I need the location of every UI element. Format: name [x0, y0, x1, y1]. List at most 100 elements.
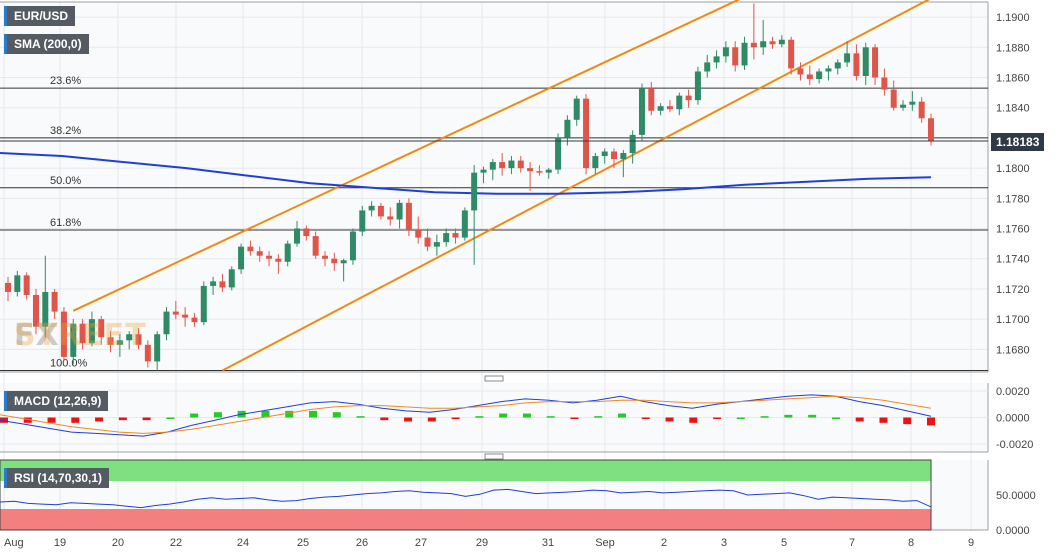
candle — [881, 68, 888, 96]
macd-histogram-bar — [522, 413, 531, 418]
candle — [5, 276, 11, 302]
candle-body — [844, 53, 851, 63]
candle-body — [107, 337, 114, 345]
macd-tag: MACD (12,26,9) — [4, 391, 109, 411]
macd-histogram-bar — [95, 417, 104, 422]
macd-histogram-bar — [261, 410, 270, 418]
macd-histogram-bar — [736, 417, 745, 419]
candle — [210, 276, 217, 295]
candle-body — [284, 243, 291, 262]
rsi-y-tick-label: 50.0000 — [996, 490, 1036, 502]
candle — [676, 92, 683, 116]
candle-body — [256, 251, 263, 256]
macd-histogram-bar — [380, 417, 389, 421]
candle-body — [163, 311, 170, 335]
candle-body — [806, 74, 813, 80]
candle-body — [536, 171, 543, 173]
candle — [489, 159, 496, 181]
candle — [238, 243, 245, 274]
candle — [928, 113, 934, 146]
candle — [694, 66, 701, 105]
x-tick-label: 9 — [968, 537, 974, 549]
candle-body — [396, 202, 403, 220]
candle-body — [461, 210, 468, 238]
panel-splitter-handle — [484, 375, 504, 382]
candle — [331, 252, 338, 271]
candle — [415, 216, 422, 244]
candle — [32, 288, 39, 335]
x-tick-label: 19 — [54, 537, 66, 549]
candle — [452, 228, 459, 244]
candle — [545, 168, 552, 179]
candle — [377, 202, 384, 220]
candle-body — [881, 77, 888, 90]
fibonacci-level-label: 50.0% — [50, 175, 81, 187]
candle — [629, 130, 636, 164]
candle — [527, 162, 534, 191]
candle — [825, 65, 832, 81]
rsi-line — [0, 488, 932, 509]
candle-body — [126, 334, 133, 341]
candle-body — [722, 47, 729, 57]
candle — [247, 240, 254, 256]
macd-histogram-bar — [404, 417, 413, 422]
candle — [172, 301, 179, 320]
candle — [638, 83, 645, 141]
y-tick-label: 1.1720 — [996, 284, 1030, 296]
y-tick-label: 1.1680 — [996, 344, 1030, 356]
candle — [592, 153, 599, 175]
candle — [256, 246, 263, 262]
candle — [666, 100, 673, 113]
candle-body — [247, 246, 254, 252]
candle — [284, 240, 291, 267]
candle — [79, 319, 86, 350]
candle-body — [471, 172, 478, 211]
x-tick-label: 3 — [721, 537, 727, 549]
candle-body — [545, 169, 552, 173]
candle — [536, 165, 543, 176]
y-tick-label: 1.1700 — [996, 314, 1030, 326]
candle-body — [853, 53, 860, 76]
y-tick-label: 1.1740 — [996, 254, 1030, 266]
candle — [611, 148, 618, 169]
x-tick-label: 31 — [542, 537, 554, 549]
candle — [872, 44, 879, 86]
candle-body — [918, 101, 925, 119]
candle — [107, 331, 114, 353]
candle-body — [228, 269, 235, 288]
fibonacci-level-label: 61.8% — [50, 217, 81, 229]
candle-body — [415, 230, 422, 238]
candle — [116, 334, 123, 357]
candle-body — [592, 156, 599, 169]
candle — [499, 153, 506, 176]
candle — [219, 273, 226, 292]
candle — [853, 44, 860, 81]
macd-histogram-bar — [570, 417, 579, 419]
candle — [135, 328, 142, 350]
candle-body — [135, 334, 142, 345]
candle-body — [144, 344, 151, 362]
candle-body — [601, 151, 608, 157]
candle — [834, 59, 841, 75]
candle-body — [340, 260, 347, 264]
candle-body — [648, 88, 655, 111]
x-tick-label: 20 — [112, 537, 124, 549]
candle-body — [219, 281, 226, 288]
candle-body — [303, 228, 310, 237]
macd-histogram-bar — [499, 413, 508, 418]
macd-histogram-bar — [23, 417, 32, 423]
candle — [760, 20, 767, 55]
candle — [405, 198, 412, 237]
macd-histogram-bar — [71, 417, 80, 423]
candle — [788, 36, 795, 75]
candle — [60, 307, 67, 362]
macd-histogram-bar — [546, 416, 555, 418]
candle-body — [611, 151, 618, 160]
candle — [312, 231, 319, 259]
candle — [275, 254, 282, 274]
candle — [480, 166, 487, 184]
candle-body — [713, 56, 720, 63]
candle-body — [788, 39, 795, 69]
candle-body — [433, 242, 440, 247]
main-panel-bg — [0, 2, 988, 372]
